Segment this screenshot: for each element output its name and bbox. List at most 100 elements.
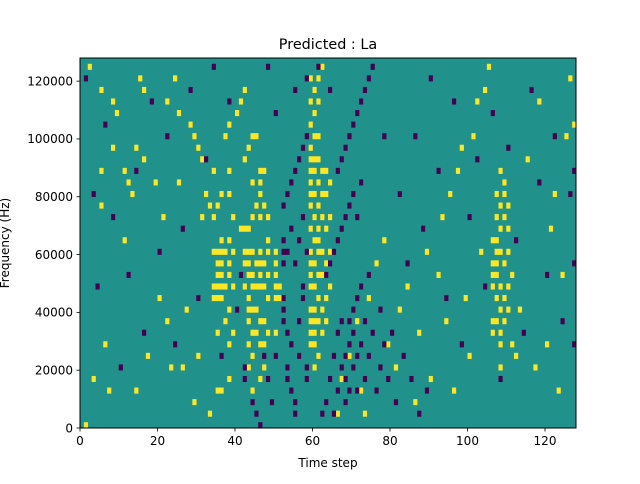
heatmap-cell xyxy=(281,237,286,244)
heatmap-cell xyxy=(238,225,244,232)
heatmap-cell xyxy=(308,144,313,151)
x-tick-label: 20 xyxy=(150,434,165,448)
heatmap-cell xyxy=(366,295,371,302)
heatmap-cell xyxy=(277,295,282,302)
heatmap-cell xyxy=(545,341,550,348)
heatmap-cell xyxy=(266,295,271,302)
y-tick-label: 80000 xyxy=(35,190,73,204)
heatmap-cell xyxy=(436,167,441,174)
y-tick-label: 120000 xyxy=(27,74,73,88)
heatmap-cell xyxy=(308,341,313,348)
heatmap-cell xyxy=(269,399,275,406)
heatmap-cell xyxy=(273,352,278,359)
heatmap-cell xyxy=(490,260,495,267)
heatmap-cell xyxy=(196,295,201,302)
heatmap-cell xyxy=(552,133,557,140)
heatmap-cell xyxy=(258,318,263,325)
heatmap-cell xyxy=(483,283,488,290)
heatmap-cell xyxy=(176,179,182,186)
heatmap-cell xyxy=(502,260,507,267)
heatmap-cell xyxy=(308,318,313,325)
heatmap-cell xyxy=(188,86,193,93)
heatmap-cell xyxy=(312,86,317,93)
heatmap-cell xyxy=(219,387,224,394)
heatmap-cell xyxy=(312,283,317,290)
heatmap-cell xyxy=(285,190,290,198)
heatmap-cell xyxy=(370,329,375,336)
heatmap-cell xyxy=(266,237,271,244)
heatmap-cell xyxy=(316,202,321,209)
heatmap-cell xyxy=(316,295,321,302)
heatmap-cell xyxy=(308,202,313,209)
heatmap-cell xyxy=(200,156,205,163)
heatmap-cell xyxy=(308,190,313,198)
heatmap-cell xyxy=(83,422,89,429)
heatmap-cell xyxy=(176,110,182,117)
heatmap-cell xyxy=(417,329,422,336)
heatmap-cell xyxy=(308,283,313,290)
heatmap-cell xyxy=(312,364,317,371)
heatmap-cell xyxy=(455,167,461,174)
heatmap-cell xyxy=(242,260,247,267)
heatmap-cell xyxy=(231,283,236,290)
heatmap-cell xyxy=(134,387,139,394)
heatmap-cell xyxy=(308,156,313,163)
heatmap-cell xyxy=(370,63,375,70)
y-axis-label: Frequency (Hz) xyxy=(0,198,12,289)
heatmap-cell xyxy=(405,283,410,290)
heatmap-cell xyxy=(262,352,267,359)
y-tick-label: 40000 xyxy=(35,306,73,320)
heatmap-cell xyxy=(417,410,422,417)
heatmap-cell xyxy=(308,271,313,278)
plot-area xyxy=(80,58,577,429)
heatmap-cell xyxy=(556,387,561,394)
heatmap-cell xyxy=(192,399,197,406)
heatmap-cell xyxy=(304,364,309,371)
heatmap-cell xyxy=(506,306,511,313)
heatmap-cell xyxy=(328,283,333,290)
heatmap-cell xyxy=(343,375,348,383)
heatmap-cell xyxy=(362,410,368,417)
heatmap-cell xyxy=(227,98,232,105)
heatmap-cell xyxy=(258,283,263,290)
x-tick-label: 120 xyxy=(534,434,557,448)
heatmap-cell xyxy=(498,375,503,383)
heatmap-cell xyxy=(362,375,368,383)
heatmap-cell xyxy=(397,306,402,313)
heatmap-cell xyxy=(161,214,166,221)
heatmap-cell xyxy=(293,410,298,417)
heatmap-cell xyxy=(324,190,329,198)
heatmap-cell xyxy=(142,156,147,163)
heatmap-cell xyxy=(297,156,302,163)
heatmap-cell xyxy=(262,260,267,267)
heatmap-cell xyxy=(355,295,360,302)
heatmap-cell xyxy=(316,237,321,244)
heatmap-cell xyxy=(219,295,224,302)
heatmap-cell xyxy=(452,98,457,105)
heatmap-cell xyxy=(324,295,329,302)
heatmap-cell xyxy=(568,75,573,82)
heatmap-cell xyxy=(242,156,247,163)
heatmap-cell xyxy=(207,410,213,417)
heatmap-cell xyxy=(494,237,499,244)
heatmap-cell xyxy=(258,260,263,267)
heatmap-cell xyxy=(169,364,174,371)
heatmap-cell xyxy=(378,364,383,371)
heatmap-cell xyxy=(537,179,542,186)
heatmap-cell xyxy=(293,260,298,267)
heatmap-cell xyxy=(250,306,255,313)
heatmap-cell xyxy=(378,306,383,313)
heatmap-cell xyxy=(475,156,480,163)
heatmap-cell xyxy=(258,375,263,383)
heatmap-cell xyxy=(308,167,313,174)
heatmap-cell xyxy=(335,387,340,394)
heatmap-cell xyxy=(246,248,251,255)
heatmap-cell xyxy=(502,190,507,198)
heatmap-cell xyxy=(91,190,96,198)
heatmap-cell xyxy=(347,202,352,209)
heatmap-cell xyxy=(351,364,356,371)
heatmap-cell xyxy=(122,167,127,174)
heatmap-cell xyxy=(297,318,302,325)
heatmap-cell xyxy=(533,364,538,371)
heatmap-cell xyxy=(250,387,255,394)
